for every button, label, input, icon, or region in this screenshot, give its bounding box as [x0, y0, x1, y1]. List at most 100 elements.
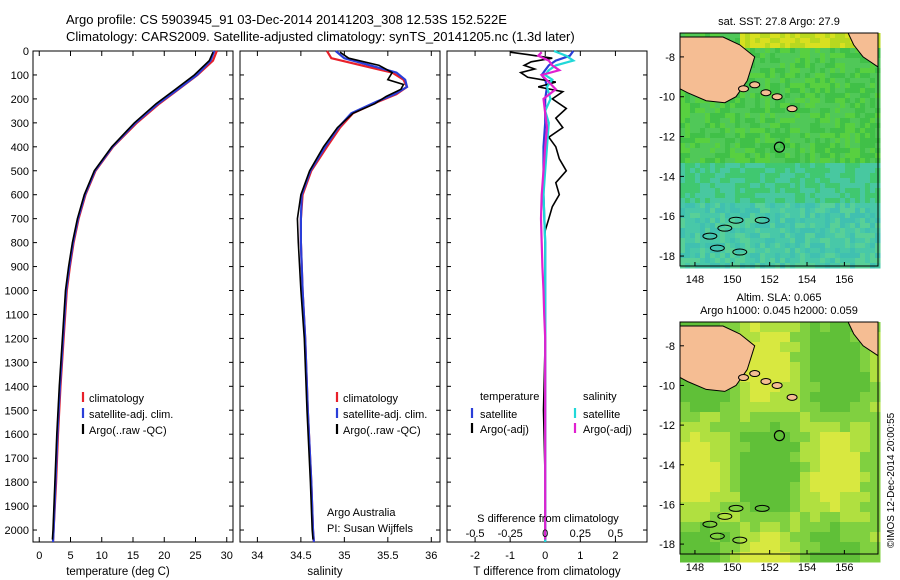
- map-cell: [815, 108, 821, 114]
- map-cell: [780, 392, 791, 403]
- map-cell: [680, 33, 686, 39]
- map-cell: [850, 432, 861, 443]
- map-cell: [685, 238, 691, 244]
- map-cell: [755, 148, 761, 154]
- map-cell: [700, 153, 706, 159]
- map-cell: [785, 168, 791, 174]
- map-cell: [870, 462, 881, 473]
- map-cell: [720, 168, 726, 174]
- map-cell: [785, 133, 791, 139]
- map-cell: [810, 88, 816, 94]
- map-cell: [815, 233, 821, 239]
- map-cell: [780, 233, 786, 239]
- map-cell: [860, 133, 866, 139]
- series-line-salinity-argo-adj-: [536, 51, 562, 540]
- map-cell: [695, 203, 701, 209]
- map-cell: [750, 322, 761, 333]
- map-cell: [830, 542, 841, 553]
- x-tick-label: 25: [189, 550, 201, 562]
- map-cell: [790, 482, 801, 493]
- map-cell: [710, 208, 716, 214]
- map-cell: [695, 153, 701, 159]
- map-cell: [725, 193, 731, 199]
- map-cell: [715, 33, 721, 39]
- map-cell: [835, 38, 841, 44]
- map-cell: [695, 198, 701, 204]
- map-cell: [850, 113, 856, 119]
- map-cell: [810, 362, 821, 373]
- map-cell: [760, 422, 771, 433]
- map-cell: [775, 168, 781, 174]
- map-cell: [790, 58, 796, 64]
- map-cell: [840, 258, 846, 264]
- map-cell: [800, 482, 811, 493]
- map-cell: [710, 203, 716, 209]
- map-cell: [740, 188, 746, 194]
- map-cell: [720, 412, 731, 423]
- map-cell: [680, 143, 686, 149]
- map-cell: [730, 248, 736, 254]
- reef-outline: [728, 216, 744, 224]
- map-cell: [715, 203, 721, 209]
- reef-outline: [709, 244, 725, 252]
- map-cell: [755, 143, 761, 149]
- map-cell: [780, 153, 786, 159]
- map-cell: [810, 38, 816, 44]
- map-cell: [730, 193, 736, 199]
- map-cell: [850, 48, 856, 54]
- map-cell: [690, 238, 696, 244]
- map-cell: [765, 158, 771, 164]
- map-cell: [785, 153, 791, 159]
- map-cell: [770, 128, 776, 134]
- map-cell: [825, 173, 831, 179]
- map-cell: [820, 502, 831, 513]
- y-tick-label: 1600: [5, 429, 29, 441]
- map-cell: [840, 38, 846, 44]
- map-cell: [850, 73, 856, 79]
- map-cell: [735, 218, 741, 224]
- map-cell: [730, 133, 736, 139]
- map-cell: [830, 188, 836, 194]
- map-cell: [810, 93, 816, 99]
- map-cell: [820, 198, 826, 204]
- series-line-salinity-satellite: [542, 49, 576, 542]
- map-cell: [730, 492, 741, 503]
- map-cell: [740, 128, 746, 134]
- map-cell: [830, 63, 836, 69]
- map-cell: [750, 253, 756, 259]
- map-cell: [680, 462, 691, 473]
- reef-outline: [754, 216, 770, 224]
- map-cell: [770, 522, 781, 533]
- map-cell: [840, 108, 846, 114]
- map-cell: [830, 33, 836, 39]
- map-cell: [780, 143, 786, 149]
- map-cell: [710, 492, 721, 503]
- map-cell: [860, 143, 866, 149]
- map-cell: [790, 163, 796, 169]
- map-cell: [800, 173, 806, 179]
- map-cell: [710, 108, 716, 114]
- map-cell: [690, 442, 701, 453]
- map-cell: [740, 203, 746, 209]
- map-cell: [815, 58, 821, 64]
- map-cell: [740, 168, 746, 174]
- map-cell: [745, 198, 751, 204]
- map-cell: [750, 223, 756, 229]
- map-cell: [790, 153, 796, 159]
- map-cell: [790, 83, 796, 89]
- map-cell: [690, 522, 701, 533]
- map-cell: [760, 163, 766, 169]
- map-cell: [805, 188, 811, 194]
- map-cell: [725, 163, 731, 169]
- map-cell: [705, 33, 711, 39]
- map-cell: [825, 218, 831, 224]
- map-cell: [810, 68, 816, 74]
- map-cell: [775, 173, 781, 179]
- x-tick-label: 152: [760, 274, 778, 286]
- map-cell: [685, 148, 691, 154]
- map-cell: [810, 432, 821, 443]
- map-cell: [840, 193, 846, 199]
- map-cell: [845, 73, 851, 79]
- map-cell: [790, 53, 796, 59]
- map-cell: [795, 83, 801, 89]
